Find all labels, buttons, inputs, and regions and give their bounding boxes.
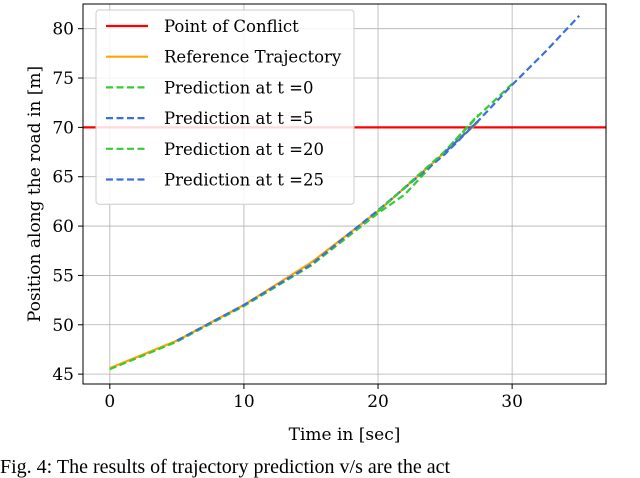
legend-label-3: Prediction at t =5 (164, 109, 313, 128)
y-tick-label-3: 60 (52, 217, 74, 237)
y-tick-label-6: 75 (52, 69, 74, 89)
plot-frame (82, 3, 607, 385)
legend-box (95, 9, 355, 205)
y-axis-label: Position along the road in [m] (25, 66, 45, 322)
x-tick-label-3: 30 (501, 392, 523, 412)
x-tick-label-1: 10 (233, 392, 255, 412)
y-tick-label-2: 55 (52, 266, 74, 286)
x-axis-label: Time in [sec] (289, 425, 401, 445)
y-tick-label-4: 65 (52, 168, 74, 188)
legend-label-4: Prediction at t =20 (164, 140, 324, 159)
ticks: 0 10 20 30 45 50 55 60 65 70 75 80 (52, 20, 523, 412)
series-line-5 (444, 15, 581, 153)
figure-caption: Fig. 4: The results of trajectory predic… (0, 456, 451, 478)
y-tick-label-0: 45 (52, 365, 74, 385)
series-line-3 (176, 119, 480, 342)
trajectory-chart: 0 10 20 30 45 50 55 60 65 70 75 80 Time in [sec] Po… (25, 3, 607, 445)
series-line-4 (377, 83, 513, 213)
legend-label-1: Reference Trajectory (164, 48, 342, 67)
y-tick-label-7: 80 (52, 20, 74, 40)
legend-label-0: Point of Conflict (164, 17, 299, 36)
y-tick-label-1: 50 (52, 316, 74, 336)
legend: Point of Conflict Reference Trajectory Pre… (95, 9, 355, 205)
y-tick-label-5: 70 (52, 118, 74, 138)
legend-label-5: Prediction at t =25 (164, 171, 324, 190)
legend-label-2: Prediction at t =0 (164, 78, 313, 97)
x-tick-label-2: 20 (367, 392, 389, 412)
x-tick-label-0: 0 (104, 392, 115, 412)
